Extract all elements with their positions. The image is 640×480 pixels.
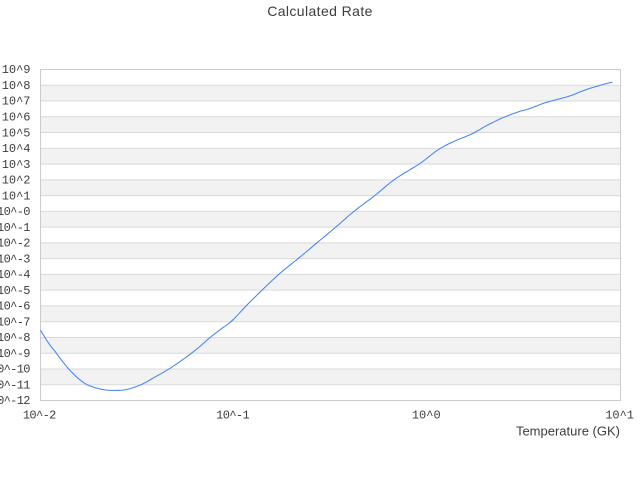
svg-text:10^-6: 10^-6 (0, 300, 31, 314)
svg-text:10^-1: 10^-1 (0, 221, 31, 235)
svg-text:10^-0: 10^-0 (0, 205, 31, 219)
svg-text:10^-2: 10^-2 (23, 409, 57, 423)
svg-text:10^7: 10^7 (2, 95, 31, 109)
svg-text:10^1: 10^1 (2, 189, 31, 203)
svg-text:10^5: 10^5 (2, 126, 31, 140)
svg-text:10^-9: 10^-9 (0, 347, 31, 361)
svg-text:10^2: 10^2 (2, 174, 31, 188)
svg-text:10^3: 10^3 (2, 158, 31, 172)
svg-text:10^-2: 10^-2 (0, 237, 31, 251)
svg-text:10^-8: 10^-8 (0, 331, 31, 345)
svg-text:10^-1: 10^-1 (216, 409, 250, 423)
svg-text:10^-5: 10^-5 (0, 284, 31, 298)
svg-text:10^-11: 10^-11 (0, 378, 31, 392)
svg-text:Calculated Rate: Calculated Rate (267, 3, 373, 19)
svg-text:10^-12: 10^-12 (0, 394, 31, 408)
svg-text:10^-4: 10^-4 (0, 268, 31, 282)
svg-text:10^8: 10^8 (2, 79, 31, 93)
svg-text:10^9: 10^9 (2, 63, 31, 77)
svg-text:10^6: 10^6 (2, 110, 31, 124)
svg-text:10^1: 10^1 (605, 409, 634, 423)
svg-text:10^-7: 10^-7 (0, 315, 31, 329)
svg-text:Temperature (GK): Temperature (GK) (516, 423, 620, 438)
svg-text:10^-10: 10^-10 (0, 363, 31, 377)
svg-text:10^4: 10^4 (2, 142, 31, 156)
svg-text:10^0: 10^0 (412, 409, 441, 423)
svg-text:10^-3: 10^-3 (0, 252, 31, 266)
